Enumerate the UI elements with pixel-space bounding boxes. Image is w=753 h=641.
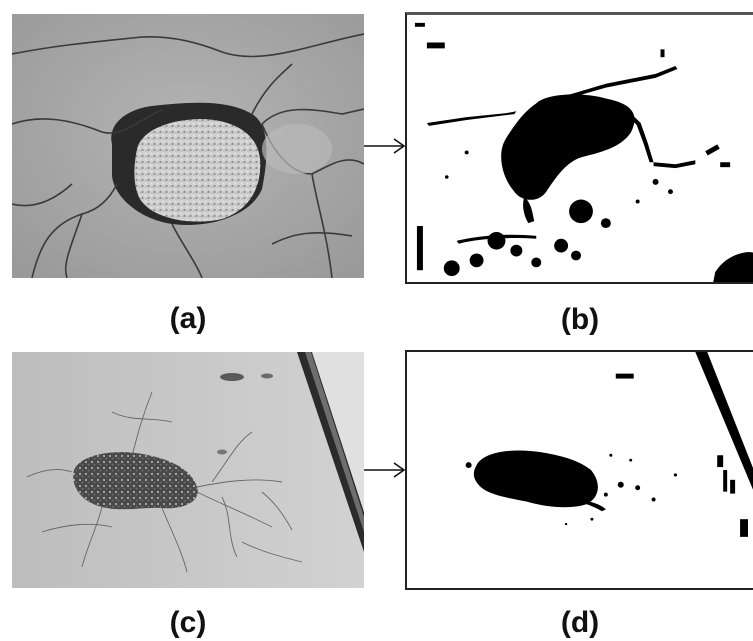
pothole-photo-a <box>12 14 364 278</box>
panel-b-segmentation-mask <box>405 12 753 284</box>
caption-d: (d) <box>560 606 600 639</box>
mask-image-b <box>407 15 753 282</box>
arrow-right-icon <box>364 138 406 154</box>
mask-image-d <box>407 352 753 588</box>
panel-d-segmentation-mask <box>405 350 753 590</box>
caption-c: (c) <box>169 606 207 639</box>
panel-c-original-photo <box>12 352 364 588</box>
caption-a: (a) <box>169 302 207 335</box>
caption-b: (b) <box>560 303 600 336</box>
pothole-photo-c <box>12 352 364 588</box>
arrow-right-icon <box>364 462 406 478</box>
panel-a-original-photo <box>12 14 364 278</box>
